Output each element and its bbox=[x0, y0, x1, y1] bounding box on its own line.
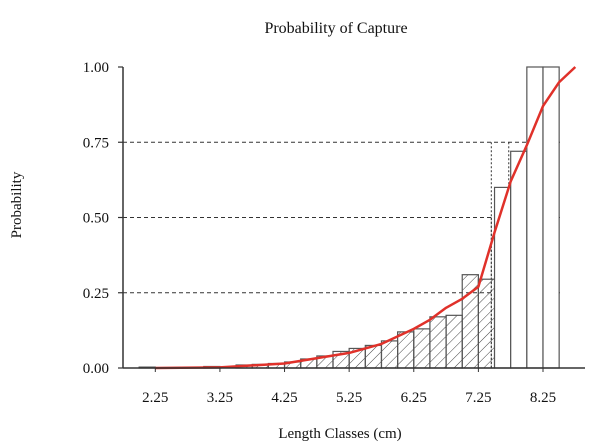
x-axis-label: Length Classes (cm) bbox=[278, 426, 401, 442]
bar bbox=[477, 278, 496, 369]
bar bbox=[510, 150, 528, 369]
x-tick-labels: 2.25 3.25 4.25 5.25 6.25 7.25 8.25 bbox=[142, 368, 556, 406]
x-tick-label: 5.25 bbox=[336, 390, 362, 406]
x-tick-label: 7.25 bbox=[465, 390, 491, 406]
x-tick-label: 6.25 bbox=[401, 390, 427, 406]
y-tick-label: 0.25 bbox=[83, 286, 109, 302]
bar bbox=[493, 186, 512, 369]
y-tick-label: 1.00 bbox=[83, 60, 109, 76]
bars bbox=[138, 66, 560, 369]
y-tick-label: 0.50 bbox=[83, 211, 109, 227]
curve-layer bbox=[155, 66, 577, 370]
y-axis-label: Probability bbox=[9, 171, 25, 238]
bar bbox=[380, 340, 399, 369]
bar bbox=[413, 328, 431, 369]
chart-title: Probability of Capture bbox=[264, 20, 407, 37]
y-tick-labels: 0.00 0.25 0.50 0.75 1.00 bbox=[83, 60, 123, 377]
x-tick-label: 8.25 bbox=[530, 390, 556, 406]
bar bbox=[429, 316, 447, 369]
bar bbox=[445, 314, 463, 369]
bar bbox=[542, 66, 560, 369]
y-tick-label: 0.00 bbox=[83, 361, 109, 377]
x-tick-label: 3.25 bbox=[207, 390, 233, 406]
x-tick-label: 4.25 bbox=[271, 390, 297, 406]
x-tick-label: 2.25 bbox=[142, 390, 168, 406]
capture-curve bbox=[155, 66, 577, 370]
y-tick-label: 0.75 bbox=[83, 135, 109, 151]
bar bbox=[397, 331, 415, 369]
